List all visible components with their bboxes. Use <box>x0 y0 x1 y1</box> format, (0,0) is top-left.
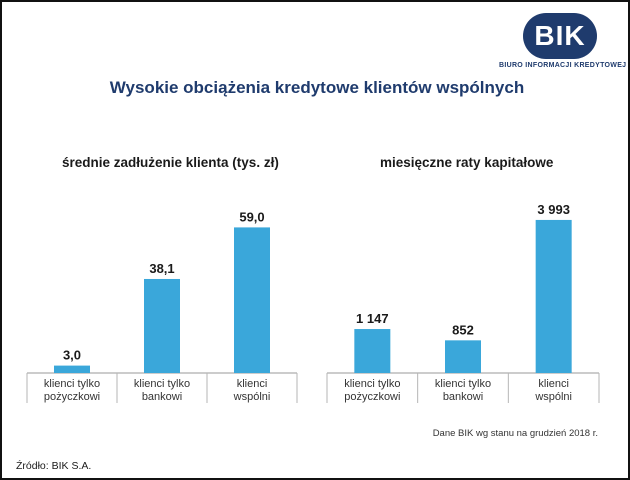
chart-2-category-label: wspólni <box>534 391 572 403</box>
source-footer: Źródło: BIK S.A. <box>16 460 92 472</box>
chart-1-category-label: bankowi <box>142 391 182 403</box>
logo-subtitle: BIURO INFORMACJI KREDYTOWEJ <box>499 62 627 69</box>
chart-2-bar <box>354 329 391 373</box>
chart-2-bar <box>535 219 572 373</box>
chart-1-bar <box>144 278 180 373</box>
bik-logo: BIK <box>523 13 597 59</box>
chart-2-value-label: 1 147 <box>356 311 389 326</box>
chart-1-bar <box>234 227 270 373</box>
chart-2-value-label: 3 993 <box>537 202 570 217</box>
chart-1-value-label: 59,0 <box>239 209 264 224</box>
chart-2-category-label: klienci tylko <box>344 378 400 390</box>
chart-2-category-label: klienci tylko <box>435 378 491 390</box>
chart-1-category-label: klienci tylko <box>44 378 100 390</box>
chart-1-category-label: klienci tylko <box>134 378 190 390</box>
logo-text: BIK <box>534 20 586 51</box>
chart-1-category-label: pożyczkowi <box>44 391 100 403</box>
chart-1-category-label: wspólni <box>233 391 271 403</box>
chart-1-title: średnie zadłużenie klienta (tys. zł) <box>62 155 279 170</box>
chart-2-value-label: 852 <box>452 322 474 337</box>
page-title: Wysokie obciążenia kredytowe klientów ws… <box>109 78 525 97</box>
chart-1-bar <box>54 365 90 373</box>
chart-1-category-label: klienci <box>237 378 268 390</box>
chart-1-value-label: 3,0 <box>63 348 81 363</box>
data-note: Dane BIK wg stanu na grudzień 2018 r. <box>432 428 598 439</box>
chart-2-category-label: bankowi <box>443 391 483 403</box>
chart-2-category-label: klienci <box>538 378 569 390</box>
chart-2-bar <box>445 340 481 373</box>
chart-2-title: miesięczne raty kapitałowe <box>380 155 554 170</box>
chart-2-category-label: pożyczkowi <box>344 391 400 403</box>
chart-1-value-label: 38,1 <box>149 261 174 276</box>
